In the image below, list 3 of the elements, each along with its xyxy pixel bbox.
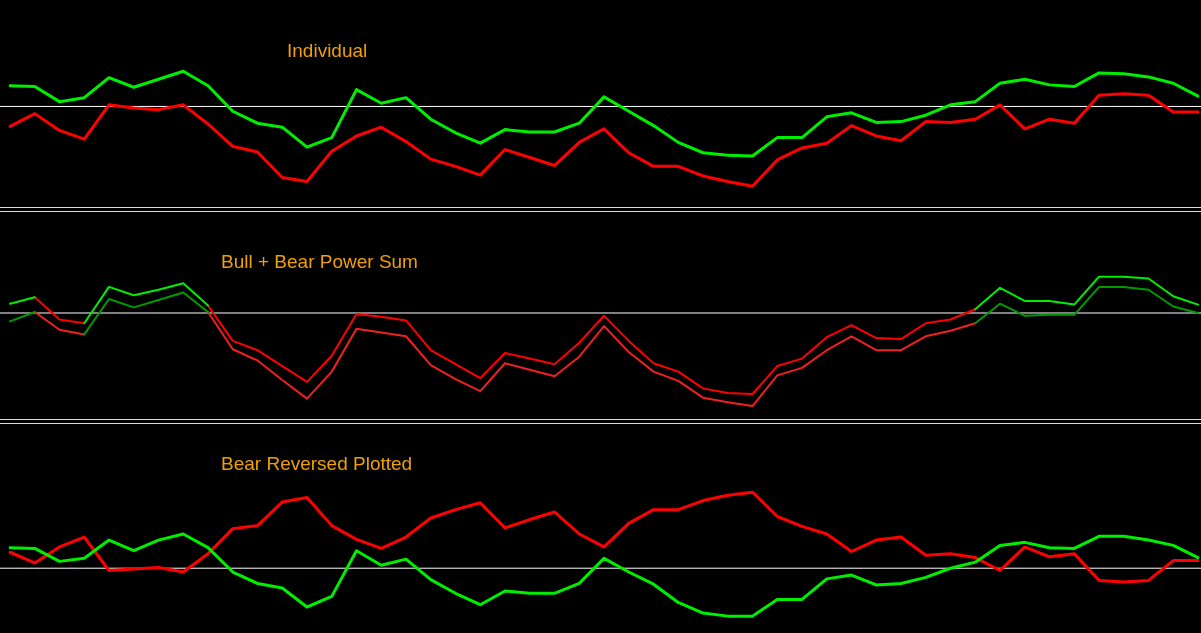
chart-title: Bull + Bear Power Sum: [221, 251, 418, 273]
chart-title: Individual: [287, 40, 368, 62]
chart-title: Bear Reversed Plotted: [221, 453, 413, 475]
